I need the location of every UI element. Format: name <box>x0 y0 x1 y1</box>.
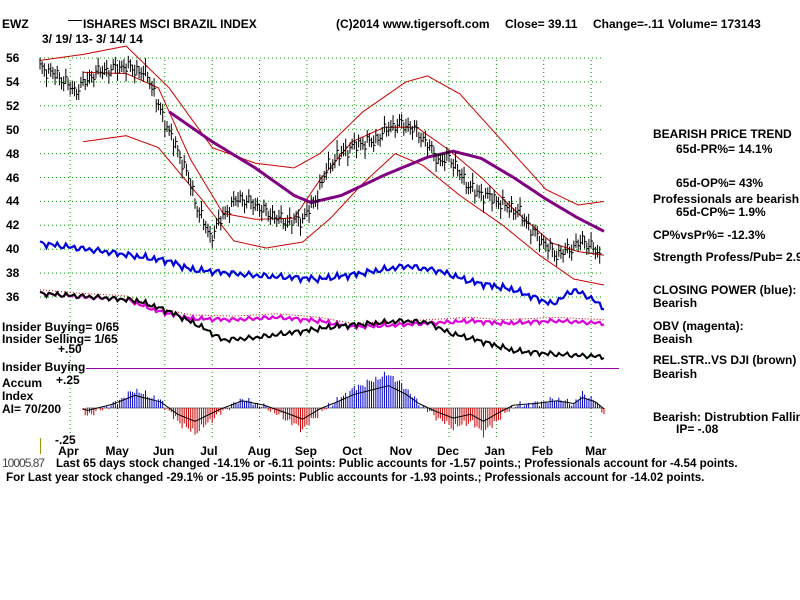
lower-band-line <box>83 135 605 286</box>
x-tick-May: May <box>105 444 129 458</box>
obv-line <box>39 291 605 331</box>
x-tick-Mar: Mar <box>585 444 607 458</box>
x-tick-Oct: Oct <box>342 444 363 458</box>
distribution-text: Bearish: Distrubtion Falling <box>653 410 800 424</box>
closing-power-value: Bearish <box>653 296 698 310</box>
insider-buying-line-label: Insider Buying <box>2 360 86 374</box>
x-tick-Jan: Jan <box>484 444 506 458</box>
index-label: Index <box>2 389 34 403</box>
insider-buying-label: Insider Buying= 0/65 <box>2 320 120 334</box>
y-tick-48: 48 <box>6 146 20 161</box>
y-tick-56: 56 <box>6 51 20 65</box>
obv-average-line <box>39 289 605 324</box>
pr65-value: 65d-PR%= 14.1% <box>676 142 773 156</box>
trend-title: BEARISH PRICE TREND <box>653 127 792 141</box>
ai-label: AI= 70/200 <box>2 402 62 416</box>
plus25-label: +.25 <box>56 373 80 387</box>
y-tick-40: 40 <box>6 242 20 257</box>
cp-vs-pr-value: CP%vsPr%= -12.3% <box>653 228 766 242</box>
relstr-value: Bearish <box>653 367 698 381</box>
y-tick-46: 46 <box>6 170 20 185</box>
date-range: 3/ 19/ 13- 3/ 14/ 14 <box>42 32 143 46</box>
ma65-line <box>168 110 605 233</box>
volume-value: Volume= 173143 <box>668 17 761 31</box>
chart-grid <box>40 57 604 440</box>
prof-bearish-text: Professionals are bearish <box>653 192 800 206</box>
x-tick-Sep: Sep <box>294 444 317 458</box>
change-value: Change=-.11 <box>593 17 665 31</box>
closing-power-label: CLOSING POWER (blue): <box>653 283 797 297</box>
y-tick-54: 54 <box>6 74 20 89</box>
chart-series <box>39 45 605 438</box>
plus50-label: +.50 <box>58 342 82 356</box>
upper-band-line <box>39 45 605 206</box>
x-tick-Jun: Jun <box>152 444 175 458</box>
index-name: ISHARES MSCI BRAZIL INDEX <box>83 17 257 31</box>
footer-prefix: 10005.87 <box>2 456 45 470</box>
mid-band-line <box>83 71 605 256</box>
insider-buying-line <box>86 368 619 369</box>
date-cursor <box>40 438 41 454</box>
y-tick-44: 44 <box>6 194 20 209</box>
y-tick-50: 50 <box>6 122 20 137</box>
x-tick-Apr: Apr <box>58 444 79 458</box>
insider-selling-label: Insider Selling= 1/65 <box>2 332 118 346</box>
footer-line-2: For Last year stock changed -29.1% or -1… <box>6 471 705 484</box>
copyright-label: (C)2014 www.tigersoft.com <box>336 17 490 31</box>
obv-value: Beaish <box>653 332 693 346</box>
strength-value: Strength Profess/Pub= 2.9 <box>653 250 800 264</box>
obv-label: OBV (magenta): <box>653 319 744 333</box>
title-underline <box>68 20 82 21</box>
y-tick-42: 42 <box>6 218 20 233</box>
y-tick-38: 38 <box>6 266 20 281</box>
accum-label: Accum <box>2 376 43 390</box>
closing-power-line <box>39 240 605 311</box>
relstr-line <box>39 290 605 361</box>
op65-value: 65d-OP%= 43% <box>676 176 764 190</box>
y-tick-36: 36 <box>6 290 20 304</box>
accum-average-line <box>82 385 605 422</box>
x-tick-Nov: Nov <box>389 444 413 458</box>
cp65-value: 65d-CP%= 1.9% <box>676 205 766 219</box>
x-tick-Dec: Dec <box>437 444 460 458</box>
x-tick-Feb: Feb <box>531 444 554 458</box>
close-value: Close= 39.11 <box>505 17 578 31</box>
x-tick-Aug: Aug <box>247 444 271 458</box>
relstr-label: REL.STR..VS DJI (brown) <box>653 353 797 367</box>
x-tick-Jul: Jul <box>200 444 218 458</box>
y-tick-52: 52 <box>6 98 20 113</box>
ticker-label: EWZ <box>2 17 29 31</box>
minus25-label: -.25 <box>55 433 76 447</box>
ip-value: IP= -.08 <box>676 422 719 436</box>
footer-line-1: Last 65 days stock changed -14.1% or -6.… <box>56 457 738 470</box>
